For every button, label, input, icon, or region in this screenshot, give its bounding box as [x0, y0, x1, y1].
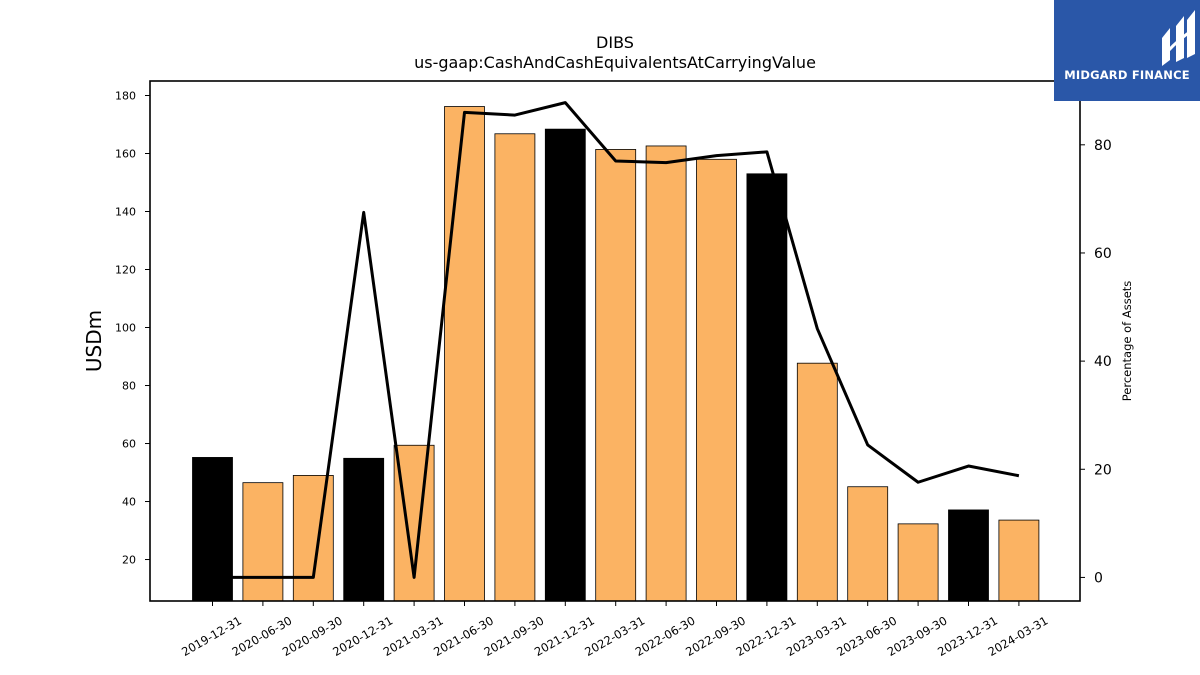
y-axis-label: USDm	[82, 310, 106, 372]
y-tick-label: 100	[115, 322, 136, 335]
y-axis: 20 40 60 80 100 120 140 160 180	[115, 90, 150, 567]
x-axis: 2019-12-312020-06-302020-09-302020-12-31…	[179, 601, 1050, 659]
bar-2022-09-30	[696, 158, 737, 602]
bar-2022-03-31	[595, 149, 637, 602]
y-tick-label: 60	[122, 438, 136, 451]
midgard-logo-icon	[1162, 10, 1195, 66]
bar-2021-12-31	[544, 128, 586, 602]
y2-tick-label: 40	[1094, 354, 1112, 370]
y2-tick-label: 20	[1094, 462, 1112, 478]
y2-axis-label: Percentage of Assets	[1120, 281, 1134, 402]
y-tick-label: 140	[115, 206, 136, 219]
logo-text: MIDGARD FINANCE	[1064, 68, 1190, 82]
bar-2020-12-31	[343, 457, 385, 602]
plot-frame	[149, 80, 1081, 602]
y-tick-label: 120	[115, 264, 136, 277]
line-series	[212, 101, 1020, 579]
bar-2023-03-31	[796, 362, 838, 602]
y2-tick-label: 80	[1094, 138, 1112, 154]
bar-2021-09-30	[494, 133, 536, 602]
y2-tick-label: 0	[1094, 570, 1103, 586]
y-tick-label: 20	[122, 554, 136, 567]
bar-2019-12-31	[192, 457, 233, 602]
logo: MIDGARD FINANCE	[1054, 0, 1200, 101]
bar-2023-12-31	[948, 509, 989, 602]
bar-2022-06-30	[645, 145, 687, 602]
y2-axis: 0 20 40 60 80	[1080, 138, 1112, 586]
bars-group	[192, 106, 1040, 602]
y-tick-label: 160	[115, 148, 136, 161]
bar-2023-06-30	[847, 486, 889, 602]
bar-2024-03-31	[998, 519, 1040, 602]
bar-2023-09-30	[897, 523, 939, 602]
y2-tick-label: 60	[1094, 246, 1112, 262]
chart-subtitle: us-gaap:CashAndCashEquivalentsAtCarrying…	[414, 53, 816, 72]
bar-2022-12-31	[746, 173, 788, 602]
bar-2021-06-30	[444, 106, 485, 602]
bar-2020-06-30	[242, 482, 284, 602]
y-tick-label: 40	[122, 496, 136, 509]
bar-2020-09-30	[292, 475, 334, 602]
y-tick-label: 180	[115, 90, 136, 103]
chart-title: DIBS	[596, 33, 634, 52]
y-tick-label: 80	[122, 380, 136, 393]
line-group	[212, 101, 1020, 579]
